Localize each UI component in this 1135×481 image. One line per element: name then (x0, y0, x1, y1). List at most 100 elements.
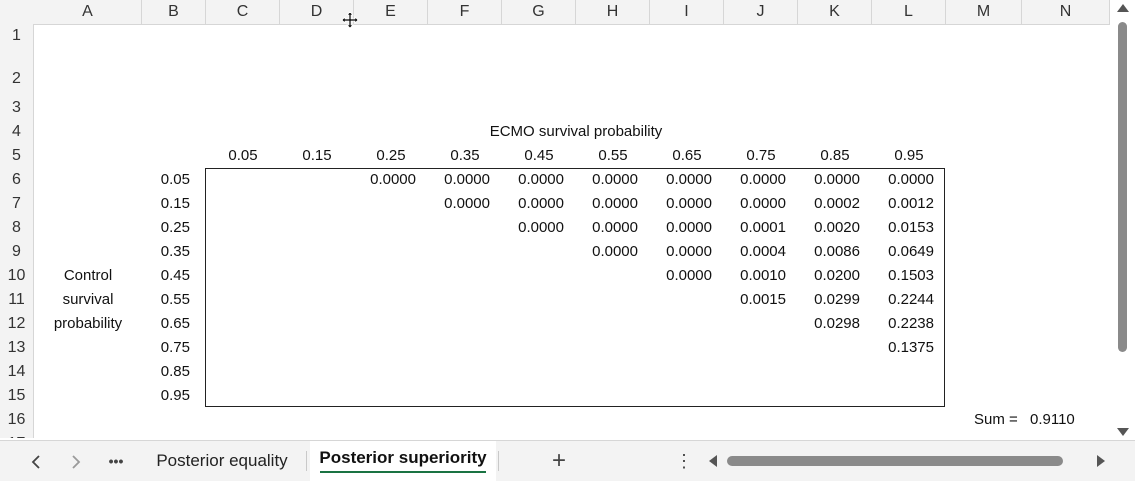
row-header-13[interactable]: 13 (7, 339, 26, 356)
matrix-cell[interactable]: 0.0002 (814, 195, 860, 212)
row-header-4[interactable]: 4 (12, 123, 21, 140)
matrix-cell[interactable]: 0.0000 (518, 195, 564, 212)
matrix-cell[interactable]: 0.0015 (740, 291, 786, 308)
tab-options-icon[interactable]: ⋮ (675, 451, 693, 471)
row-header-16[interactable]: 16 (7, 411, 26, 428)
control-value-cell[interactable]: 0.85 (160, 363, 190, 380)
control-label-cell[interactable]: Control (63, 267, 113, 284)
row-header-7[interactable]: 7 (12, 195, 21, 212)
matrix-cell[interactable]: 0.0010 (740, 267, 786, 284)
ecmo-value-cell[interactable]: 0.15 (302, 147, 332, 164)
column-header-n[interactable]: N (1022, 0, 1110, 24)
control-value-cell[interactable]: 0.05 (160, 171, 190, 188)
matrix-cell[interactable]: 0.0000 (740, 195, 786, 212)
control-value-cell[interactable]: 0.15 (160, 195, 190, 212)
ecmo-value-cell[interactable]: 0.65 (672, 147, 702, 164)
matrix-cell[interactable]: 0.0000 (370, 171, 416, 188)
matrix-cell[interactable]: 0.1375 (888, 339, 934, 356)
matrix-cell[interactable]: 0.0000 (518, 171, 564, 188)
scroll-left-icon[interactable] (709, 455, 717, 467)
matrix-cell[interactable]: 0.0000 (666, 243, 712, 260)
matrix-cell[interactable]: 0.1503 (888, 267, 934, 284)
column-header-f[interactable]: F (428, 0, 502, 24)
control-value-cell[interactable]: 0.95 (160, 387, 190, 404)
control-value-cell[interactable]: 0.55 (160, 291, 190, 308)
matrix-cell[interactable]: 0.0000 (740, 171, 786, 188)
matrix-cell[interactable]: 0.0000 (814, 171, 860, 188)
column-header-j[interactable]: J (724, 0, 798, 24)
matrix-cell[interactable]: 0.0000 (444, 195, 490, 212)
row-header-10[interactable]: 10 (7, 267, 26, 284)
matrix-cell[interactable]: 0.0000 (888, 171, 934, 188)
row-header-8[interactable]: 8 (12, 219, 21, 236)
horizontal-scrollbar[interactable] (705, 453, 1110, 469)
ecmo-value-cell[interactable]: 0.45 (524, 147, 554, 164)
matrix-cell[interactable]: 0.0298 (814, 315, 860, 332)
matrix-cell[interactable]: 0.0000 (666, 267, 712, 284)
horizontal-scroll-thumb[interactable] (727, 456, 1063, 466)
more-sheets-button[interactable]: ••• (108, 453, 124, 469)
column-header-l[interactable]: L (872, 0, 946, 24)
vertical-scroll-thumb[interactable] (1118, 22, 1127, 352)
control-value-cell[interactable]: 0.25 (160, 219, 190, 236)
matrix-cell[interactable]: 0.0000 (592, 171, 638, 188)
matrix-cell[interactable]: 0.0020 (814, 219, 860, 236)
matrix-cell[interactable]: 0.0086 (814, 243, 860, 260)
row-header-17[interactable]: 17 (0, 432, 33, 438)
matrix-cell[interactable]: 0.0200 (814, 267, 860, 284)
row-header-11[interactable]: 11 (8, 291, 25, 308)
vertical-scrollbar[interactable] (1111, 0, 1135, 440)
row-header-15[interactable]: 15 (7, 387, 26, 404)
next-sheet-icon[interactable] (62, 441, 90, 481)
column-header-b[interactable]: B (142, 0, 206, 24)
column-header-k[interactable]: K (798, 0, 872, 24)
row-header-2[interactable]: 2 (12, 70, 21, 87)
ecmo-header-label[interactable]: ECMO survival probability (489, 123, 663, 140)
column-header-a[interactable]: A (34, 0, 142, 24)
matrix-cell[interactable]: 0.0000 (666, 219, 712, 236)
sum-value[interactable]: 0.9110 (1030, 411, 1075, 428)
column-header-c[interactable]: C (206, 0, 280, 24)
sum-label[interactable]: Sum = (974, 411, 1018, 428)
matrix-cell[interactable]: 0.0004 (740, 243, 786, 260)
matrix-cell[interactable]: 0.0000 (518, 219, 564, 236)
tab-posterior-equality[interactable]: Posterior equality (140, 441, 304, 481)
row-header-3[interactable]: 3 (12, 99, 21, 116)
ecmo-value-cell[interactable]: 0.95 (894, 147, 924, 164)
row-header-14[interactable]: 14 (7, 363, 26, 380)
ecmo-value-cell[interactable]: 0.55 (598, 147, 628, 164)
matrix-cell[interactable]: 0.0001 (740, 219, 786, 236)
column-header-d[interactable]: D (280, 0, 354, 24)
column-header-i[interactable]: I (650, 0, 724, 24)
matrix-cell[interactable]: 0.0153 (888, 219, 934, 236)
row-header-6[interactable]: 6 (12, 171, 21, 188)
matrix-cell[interactable]: 0.2244 (888, 291, 934, 308)
row-header-12[interactable]: 12 (7, 315, 26, 332)
control-value-cell[interactable]: 0.45 (160, 267, 190, 284)
ecmo-value-cell[interactable]: 0.25 (376, 147, 406, 164)
column-header-m[interactable]: M (946, 0, 1022, 24)
scroll-right-icon[interactable] (1097, 455, 1105, 467)
matrix-cell[interactable]: 0.0649 (888, 243, 934, 260)
matrix-cell[interactable]: 0.0000 (592, 219, 638, 236)
matrix-cell[interactable]: 0.0000 (592, 195, 638, 212)
ecmo-value-cell[interactable]: 0.05 (228, 147, 258, 164)
control-label-cell[interactable]: probability (53, 315, 123, 332)
ecmo-value-cell[interactable]: 0.75 (746, 147, 776, 164)
matrix-cell[interactable]: 0.0000 (666, 195, 712, 212)
add-sheet-button[interactable]: + (551, 447, 566, 474)
matrix-cell[interactable]: 0.0000 (592, 243, 638, 260)
scroll-down-icon[interactable] (1117, 428, 1129, 436)
column-header-h[interactable]: H (576, 0, 650, 24)
control-label-cell[interactable]: survival (62, 291, 114, 308)
control-value-cell[interactable]: 0.35 (160, 243, 190, 260)
control-value-cell[interactable]: 0.75 (160, 339, 190, 356)
ecmo-value-cell[interactable]: 0.85 (820, 147, 850, 164)
tab-posterior-superiority[interactable]: Posterior superiority (310, 441, 496, 481)
row-header-9[interactable]: 9 (12, 243, 21, 260)
matrix-cell[interactable]: 0.0012 (888, 195, 934, 212)
matrix-cell[interactable]: 0.0000 (666, 171, 712, 188)
control-value-cell[interactable]: 0.65 (160, 315, 190, 332)
matrix-cell[interactable]: 0.0299 (814, 291, 860, 308)
column-header-e[interactable]: E (354, 0, 428, 24)
